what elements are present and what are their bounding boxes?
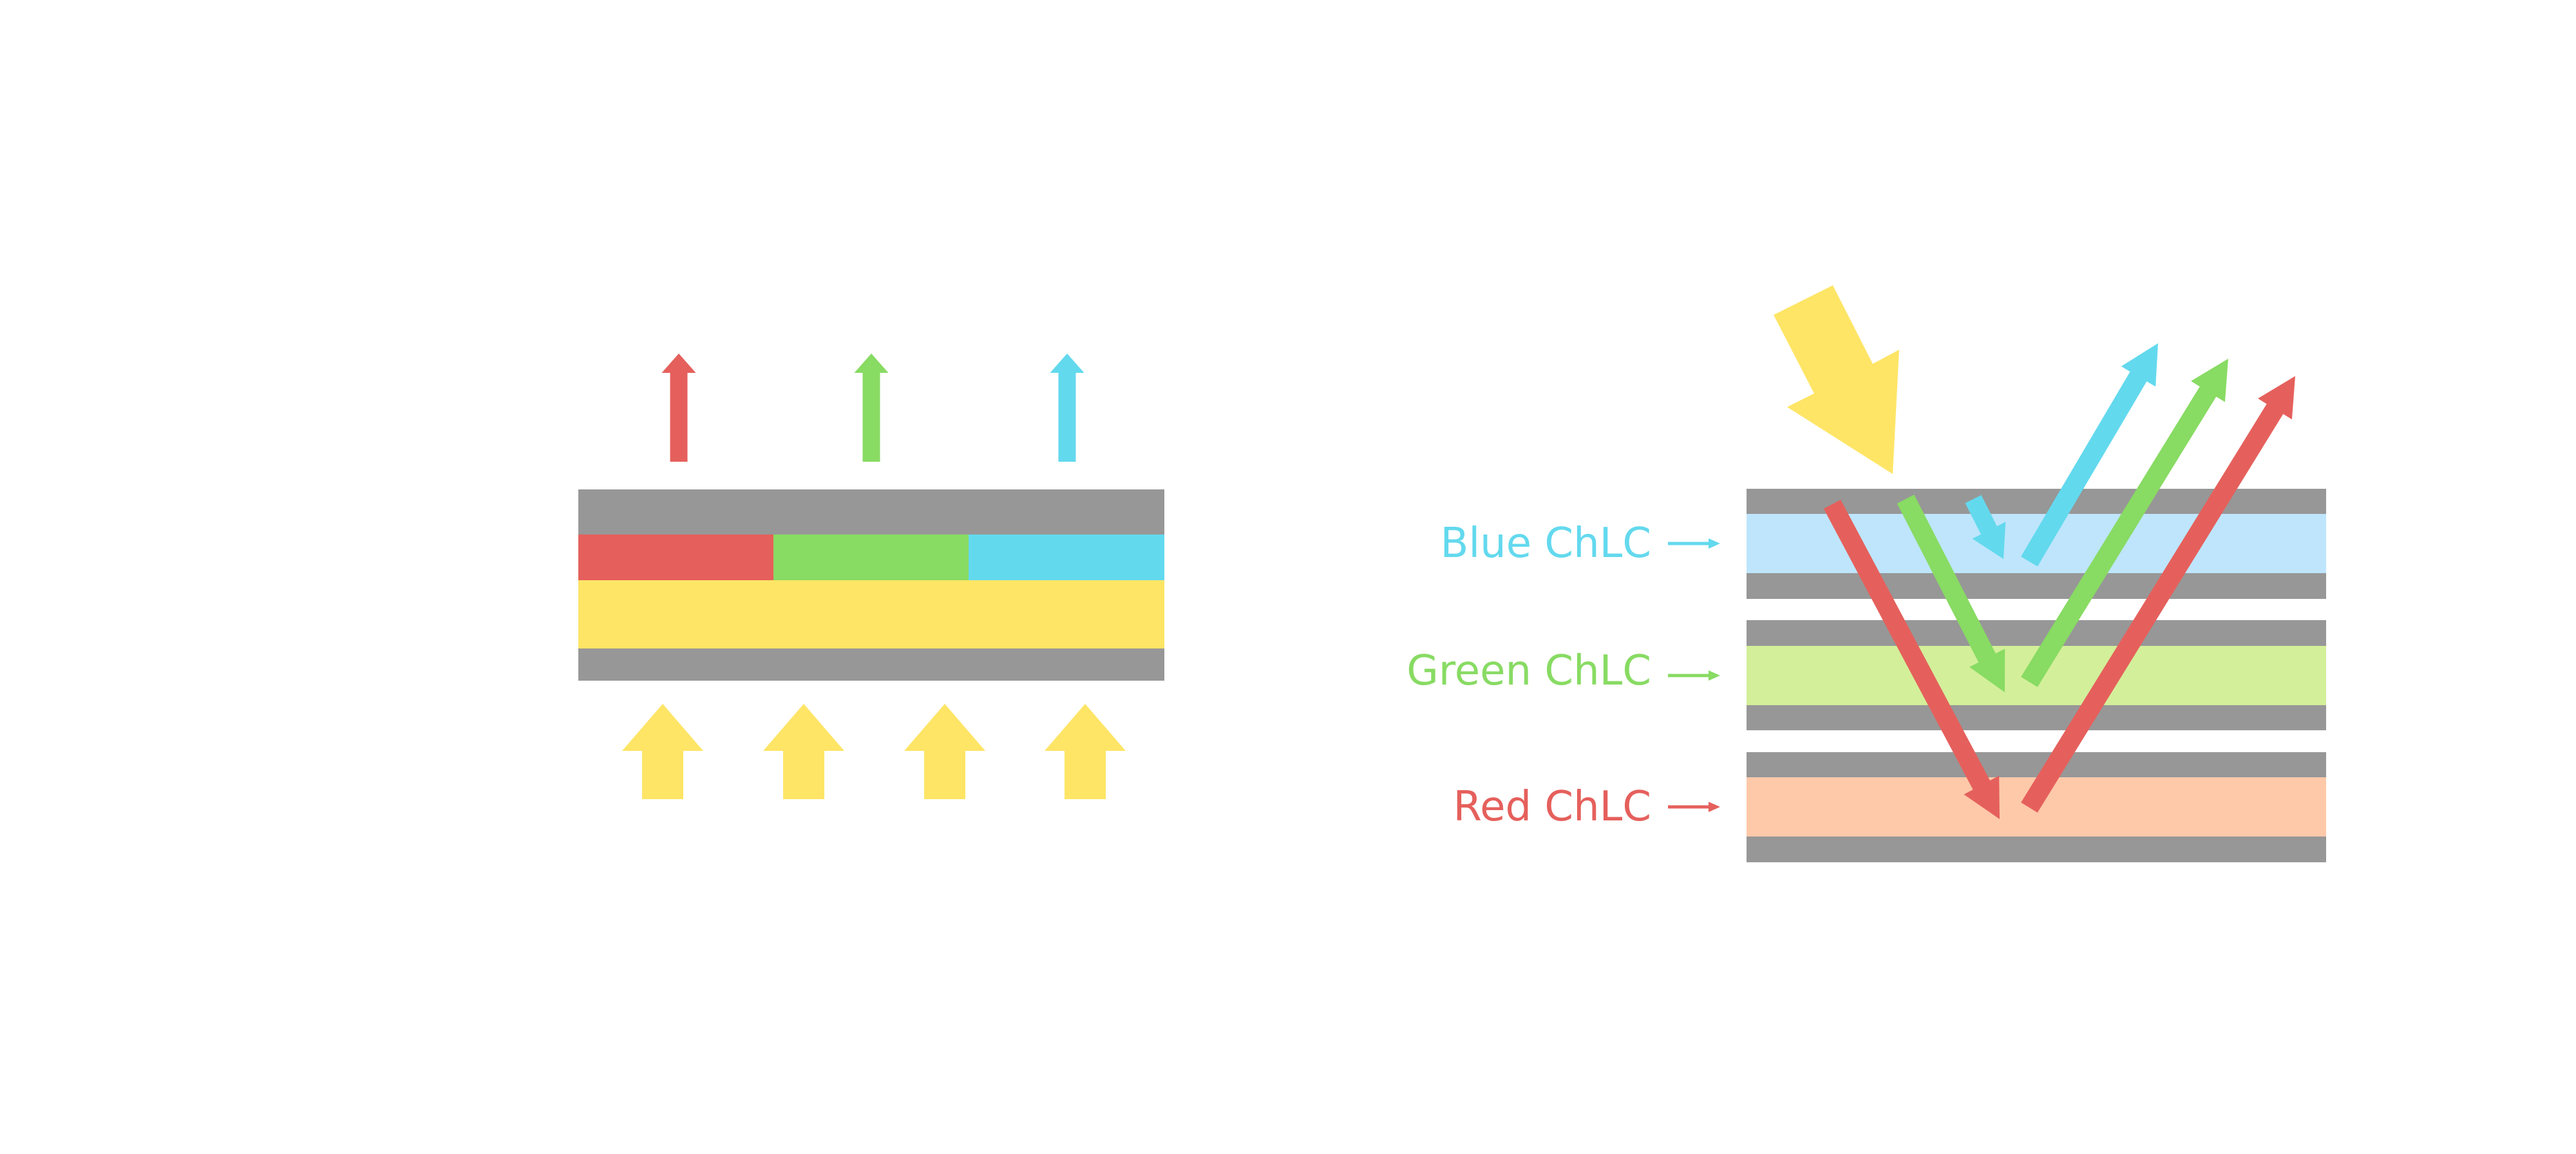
reflective-chlc-stack-diagram: Blue ChLC Green ChLC Red ChLC: [1406, 285, 2326, 862]
backlight-arrow: [904, 704, 985, 799]
label-pointer-arrow-green: [1668, 670, 1720, 681]
reflected-ray-blue: [2021, 343, 2158, 567]
incident-light-arrow: [1774, 285, 1899, 474]
backlight-arrow: [763, 704, 844, 799]
label-pointer-arrow-blue: [1668, 538, 1720, 549]
label-pointer-arrow-red: [1668, 802, 1720, 812]
color-filter-blue: [969, 534, 1164, 580]
reflected-ray-red: [2021, 376, 2295, 813]
incident-ray-red: [1823, 500, 2000, 819]
backlight-layer: [578, 580, 1164, 648]
backlight-arrow: [1045, 704, 1126, 799]
color-filter-green: [773, 534, 969, 580]
substrate-bottom-green: [1747, 705, 2326, 730]
substrate-bottom-red: [1747, 837, 2326, 862]
substrate-top-green: [1747, 620, 2326, 646]
top-substrate-layer: [578, 489, 1164, 534]
layer-label-blue: Blue ChLC: [1440, 520, 1651, 567]
substrate-top-red: [1747, 752, 2326, 777]
backlight-arrow: [622, 704, 703, 799]
substrate-bottom-blue: [1747, 573, 2326, 599]
layer-label-green: Green ChLC: [1406, 647, 1651, 695]
bottom-substrate-layer: [578, 648, 1164, 681]
emitted-light-arrow-blue: [1050, 354, 1084, 462]
reflected-ray-green: [2021, 359, 2228, 687]
color-filter-red: [578, 534, 773, 580]
incident-ray-blue: [1965, 495, 2006, 559]
emitted-light-arrow-red: [661, 354, 696, 462]
incident-ray-green: [1897, 495, 2005, 692]
emitted-light-arrow-green: [854, 354, 889, 462]
emissive-display-diagram: [578, 354, 1164, 799]
layer-label-red: Red ChLC: [1453, 783, 1651, 831]
